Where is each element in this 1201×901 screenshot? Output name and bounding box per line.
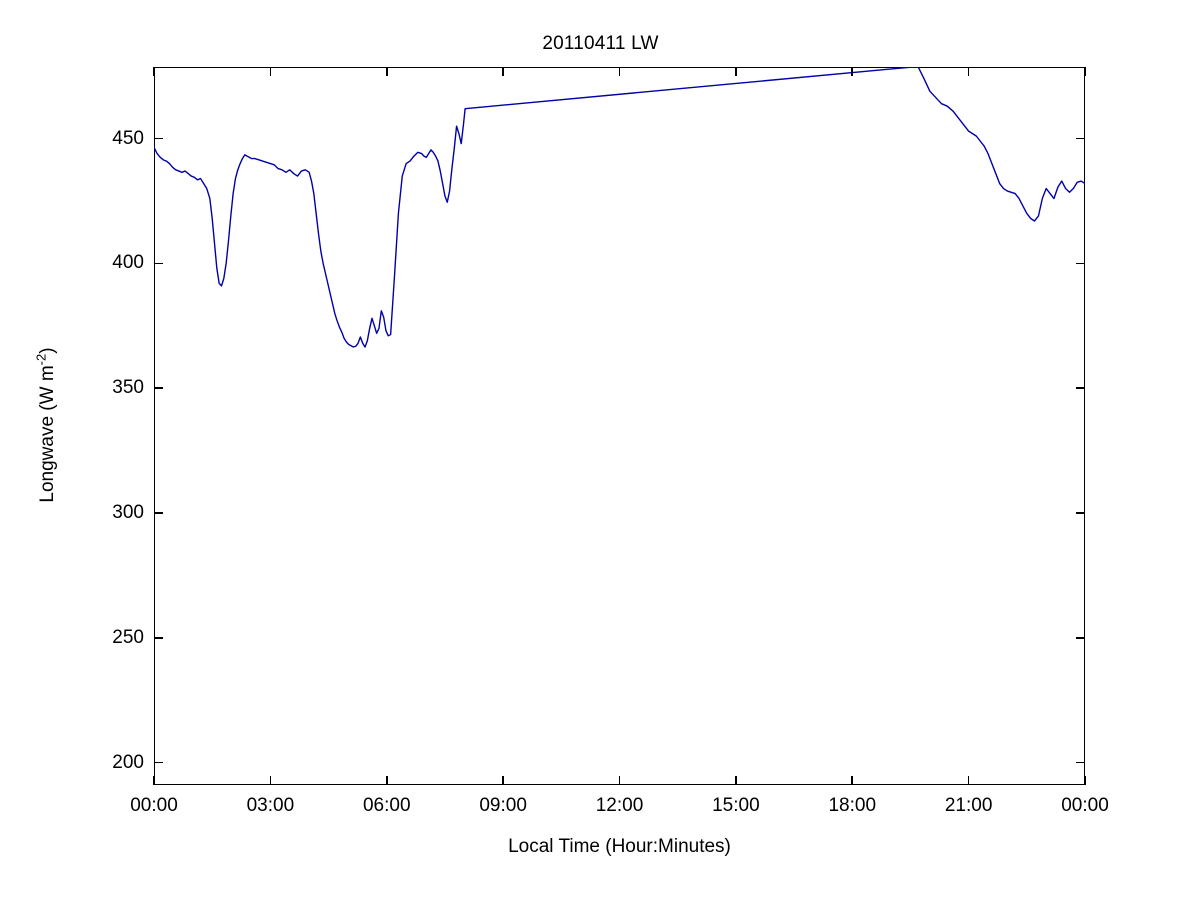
y-tick-label: 450	[112, 127, 144, 149]
x-tick-mark	[269, 67, 272, 76]
axes-frame	[154, 67, 1085, 785]
y-tick-label: 200	[112, 751, 144, 773]
y-tick-mark	[1076, 137, 1085, 140]
y-tick-label: 300	[112, 501, 144, 523]
x-tick-mark	[735, 776, 737, 785]
y-axis-label-exponent: -2	[33, 353, 49, 366]
x-tick-mark	[851, 67, 854, 76]
x-tick-mark	[851, 776, 854, 785]
chart-title: 20110411 LW	[542, 33, 659, 54]
y-tick-mark	[1076, 262, 1085, 265]
y-tick-mark	[154, 512, 163, 514]
y-tick-mark	[154, 636, 163, 639]
x-tick-label: 18:00	[828, 795, 877, 816]
x-tick-mark	[153, 67, 155, 76]
x-tick-label: 00:00	[1061, 795, 1109, 816]
x-tick-mark	[385, 776, 388, 785]
longwave-data-line	[154, 67, 1085, 348]
y-tick-mark	[1076, 512, 1085, 514]
plot-area	[153, 67, 1086, 785]
x-tick-mark	[502, 776, 504, 785]
x-tick-mark	[385, 67, 388, 76]
x-tick-mark	[502, 67, 504, 76]
x-axis-label: Local Time (Hour:Minutes)	[508, 836, 731, 857]
x-tick-mark	[269, 776, 272, 785]
x-tick-mark	[618, 776, 621, 785]
x-tick-label: 21:00	[944, 795, 993, 816]
x-tick-labels: 00:00 03:00 06:00 09:00 12:00 15:00 18:00 21:00…	[130, 795, 1109, 823]
x-tick-mark	[967, 67, 970, 76]
x-tick-label: 03:00	[246, 795, 295, 816]
y-tick-label: 400	[112, 252, 144, 274]
y-tick-labels: 200 250 300 350 400 450	[88, 67, 144, 785]
y-tick-mark	[154, 262, 163, 265]
x-tick-mark	[1084, 776, 1086, 785]
x-tick-label: 00:00	[130, 795, 178, 816]
y-tick-mark	[1076, 636, 1085, 639]
y-axis-label-close: )	[37, 347, 58, 354]
y-tick-mark	[154, 761, 163, 764]
y-tick-mark	[1076, 761, 1085, 764]
x-tick-mark	[153, 776, 155, 785]
data-line-svg	[154, 67, 1085, 348]
x-tick-mark	[618, 67, 621, 76]
y-tick-mark	[1076, 387, 1085, 389]
x-tick-label: 06:00	[362, 795, 411, 816]
y-tick-mark	[154, 137, 163, 140]
x-tick-mark	[1084, 67, 1086, 76]
y-axis-label: Longwave (W m-2)	[33, 285, 59, 565]
y-tick-label: 350	[112, 377, 144, 399]
y-axis-label-main: Longwave (W m	[37, 365, 58, 503]
x-tick-mark	[735, 67, 737, 76]
y-tick-label: 250	[112, 626, 144, 648]
y-tick-mark	[154, 387, 163, 389]
x-tick-label: 12:00	[595, 795, 644, 816]
x-tick-mark	[967, 776, 970, 785]
x-tick-label: 15:00	[712, 795, 760, 816]
x-tick-label: 09:00	[479, 795, 527, 816]
